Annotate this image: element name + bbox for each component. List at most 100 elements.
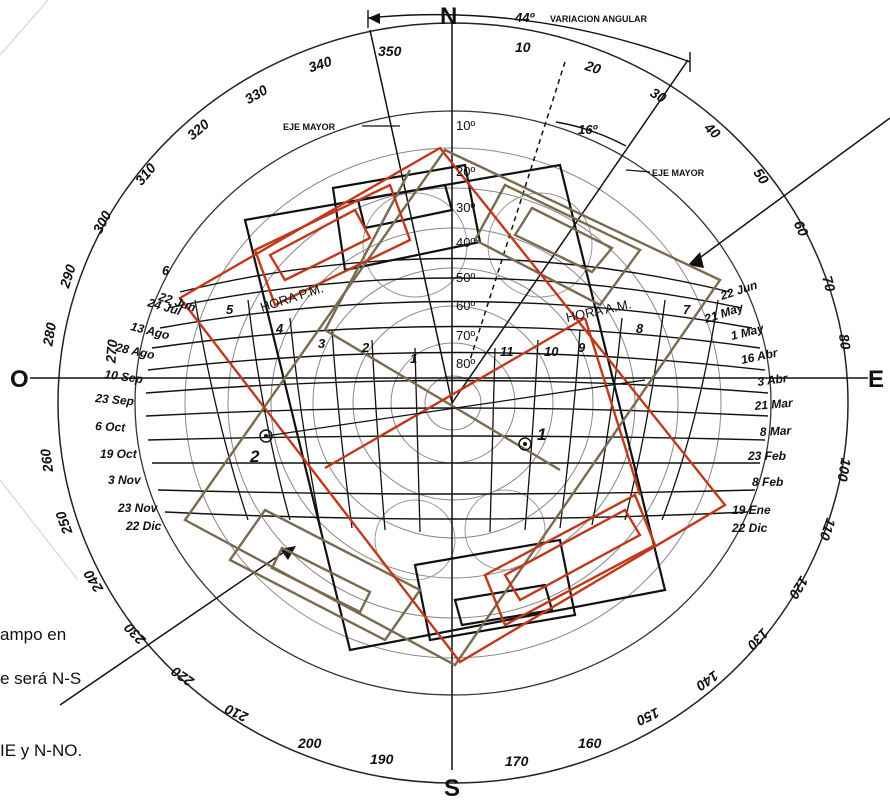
eje-mayor-label-2: EJE MAYOR (652, 168, 705, 178)
azimuth-label: 250 (52, 509, 75, 538)
cardinal-e: E (868, 366, 884, 393)
marker-link-line (265, 379, 646, 437)
date-label: 3 Abr (756, 371, 789, 389)
azimuth-label: 40 (701, 119, 724, 142)
azimuth-label: 330 (242, 81, 270, 107)
building-brown (183, 148, 722, 667)
hour-label: 5 (226, 302, 234, 317)
azimuth-label: 190 (370, 751, 394, 767)
hour-label: 2 (361, 340, 370, 355)
hour-label: 11 (500, 344, 514, 359)
hour-label: 9 (578, 340, 586, 355)
dates-right: 22 Jun 21 May 1 May 16 Abr 3 Abr 21 Mar … (702, 278, 795, 535)
date-label: 22 Dic (731, 521, 768, 535)
cardinal-o: O (10, 366, 29, 393)
eje-mayor-lines (59, 29, 890, 706)
date-label: 13 Ago (129, 319, 171, 342)
altitude-circles (57, 22, 849, 784)
altitude-label: 20º (456, 164, 475, 179)
date-label: 21 Mar (753, 396, 794, 413)
date-label: 23 Feb (747, 449, 786, 463)
date-label: 1 May (729, 321, 766, 343)
altitude-label: 50º (456, 270, 475, 285)
azimuth-label: 240 (80, 567, 107, 596)
hour-label: 6 (162, 263, 170, 278)
date-label: 6 Oct (95, 419, 127, 435)
azimuth-label: 160 (578, 735, 602, 751)
side-text-line: ampo en (0, 625, 66, 644)
arrow-head-ne (688, 252, 704, 268)
date-label: 8 Feb (752, 475, 783, 489)
marker-point-1 (518, 437, 532, 451)
altitude-label: 40º (456, 235, 475, 250)
azimuth-label: 260 (37, 448, 56, 475)
date-label: 23 Nov (117, 501, 159, 515)
altitude-labels: 10º 20º 30º 40º 50º 60º 70º 80º (456, 118, 475, 371)
altitude-label: 30º (456, 200, 475, 215)
angle-16-label: 16º (578, 122, 598, 137)
date-curves (145, 257, 769, 520)
side-text: ampo en e será N-S IE y N-NO. (0, 625, 82, 760)
azimuth-label: 350 (378, 43, 402, 59)
azimuth-label: 280 (39, 321, 59, 348)
side-text-line: e será N-S (0, 669, 81, 688)
azimuth-label: 340 (306, 53, 333, 76)
date-label: 8 Mar (759, 423, 792, 439)
date-label: 3 Nov (108, 473, 142, 487)
altitude-label: 70º (456, 328, 475, 343)
date-label: 22 Jun (718, 278, 759, 303)
date-label: 16 Abr (740, 345, 780, 367)
azimuth-label: 290 (56, 262, 79, 290)
variation-arc (367, 10, 691, 147)
cardinal-n: N (440, 3, 457, 30)
azimuth-label: 270 (102, 339, 120, 365)
eje-mayor-pointer-2 (625, 169, 651, 173)
hour-label: 10 (544, 344, 559, 359)
azimuth-label: 170 (505, 753, 529, 769)
cardinal-s: S (444, 775, 460, 801)
azimuth-label: 210 (222, 701, 251, 726)
side-text-line: IE y N-NO. (0, 741, 82, 760)
date-label: 22 Dic (125, 519, 162, 533)
eje-mayor-label-1: EJE MAYOR (283, 122, 336, 132)
azimuth-label: 80 (836, 333, 854, 351)
hour-label: 8 (636, 321, 644, 336)
date-label: 19 Ene (732, 503, 771, 517)
date-label: 10 Sep (104, 367, 144, 386)
azimuth-label: 200 (297, 735, 322, 751)
minor-circles (362, 192, 593, 581)
azimuth-label: 20 (582, 57, 603, 77)
azimuth-label: 10 (515, 39, 531, 55)
date-label: 19 Oct (100, 447, 138, 461)
azimuth-label: 230 (121, 620, 150, 649)
azimuth-label: 120 (786, 574, 812, 602)
hour-label: 1 (410, 351, 417, 366)
azimuth-label: 310 (132, 160, 159, 188)
point-1-label: 1 (537, 425, 546, 444)
hour-label: 3 (318, 336, 326, 351)
slide-decoration (0, 0, 79, 581)
building-red (178, 146, 727, 664)
azimuth-label: 320 (184, 116, 212, 143)
hour-label: 7 (683, 302, 691, 317)
azimuth-label: 60 (791, 218, 812, 239)
point-2-label: 2 (249, 447, 260, 466)
variation-arrow-left (368, 13, 380, 24)
altitude-label: 10º (456, 118, 475, 133)
altitude-label: 60º (456, 298, 475, 313)
azimuth-label: 140 (693, 668, 721, 695)
azimuth-label: 100 (834, 457, 854, 483)
azimuth-label: 70 (819, 274, 839, 293)
variation-angle: 44º (514, 10, 535, 25)
date-label: 28 Ago (113, 340, 156, 362)
dates-left: 22 Jun 24 Jul 13 Ago 28 Ago 10 Sep 23 Se… (94, 289, 198, 533)
azimuth-label: 110 (816, 516, 839, 543)
date-label: 23 Sep (94, 391, 135, 408)
azimuth-label: 50 (750, 165, 772, 187)
azimuth-label: 220 (168, 663, 197, 690)
hour-labels: 6 5 4 3 2 1 11 10 9 8 7 (162, 263, 691, 366)
hour-label: 4 (275, 321, 284, 336)
azimuth-label: 130 (744, 625, 772, 653)
